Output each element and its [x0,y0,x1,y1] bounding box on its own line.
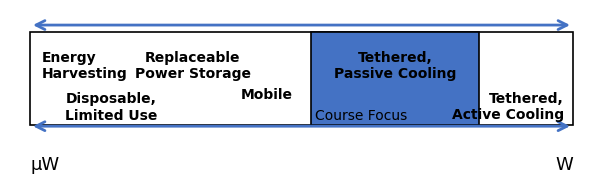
Text: Tethered,
Active Cooling: Tethered, Active Cooling [452,92,564,122]
Bar [311,32,479,125]
Bar [30,32,573,125]
Text: Mobile: Mobile [241,88,292,102]
Text: Course Focus: Course Focus [315,109,407,123]
Text: Energy
Harvesting: Energy Harvesting [42,51,128,81]
Text: W: W [555,156,573,174]
Text: Replaceable
Power Storage: Replaceable Power Storage [135,51,251,81]
Text: μW: μW [30,156,59,174]
Text: Tethered,
Passive Cooling: Tethered, Passive Cooling [334,51,456,81]
Text: Disposable,
Limited Use: Disposable, Limited Use [65,92,158,122]
